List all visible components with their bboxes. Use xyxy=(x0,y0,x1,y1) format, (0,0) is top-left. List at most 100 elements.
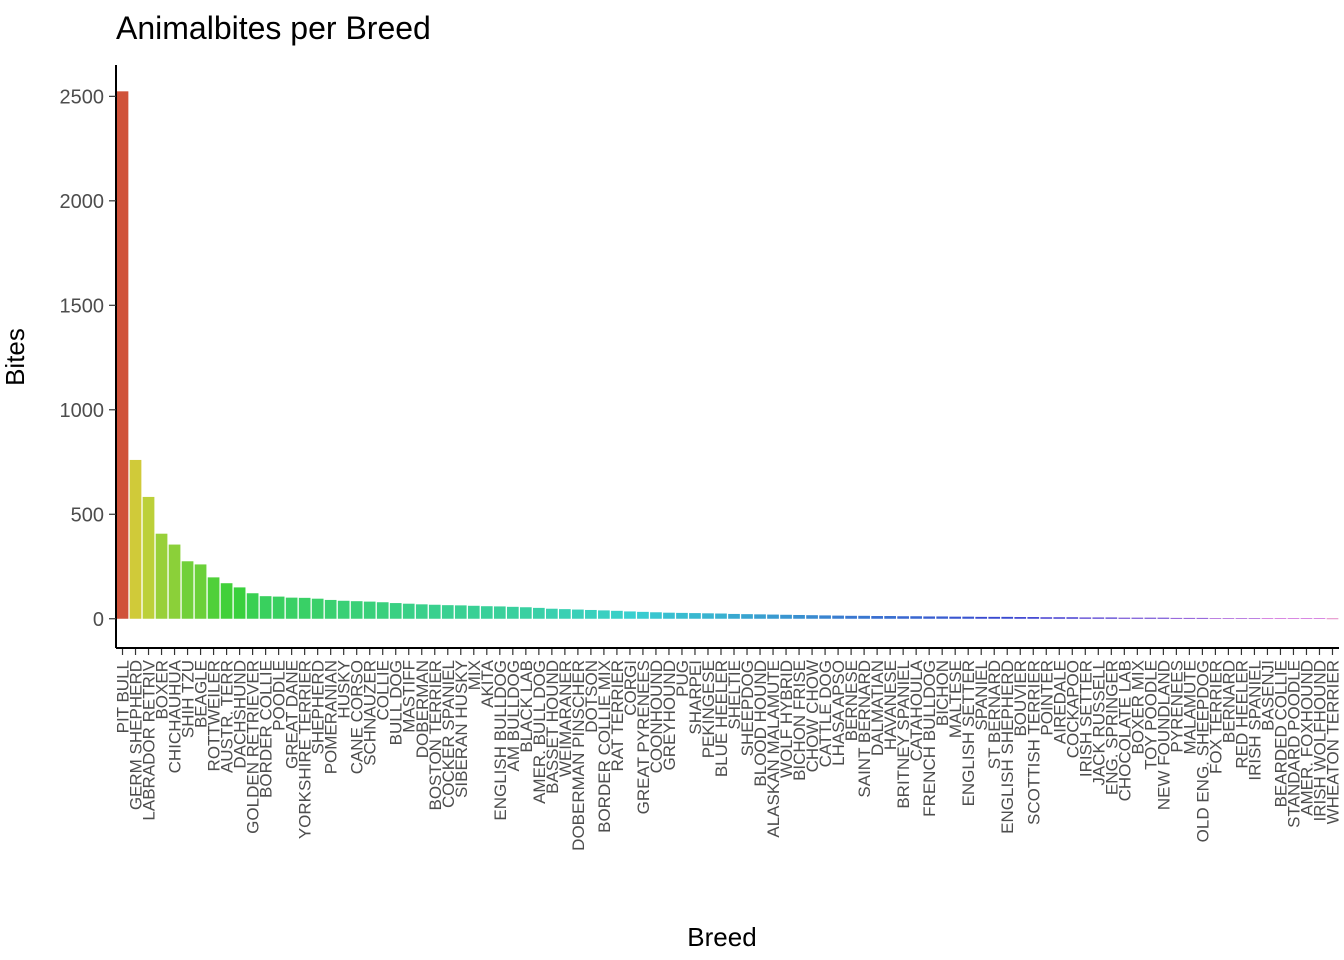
x-tick-label: CHOW CHOW xyxy=(803,660,822,772)
bar xyxy=(1040,617,1053,619)
bar xyxy=(181,561,194,619)
x-tick-label: BOSTON TERRIER xyxy=(426,660,445,811)
x-tick-label: BASSET HOUND xyxy=(543,660,562,794)
x-tick-label: GREAT PYRENEES xyxy=(634,660,653,814)
x-tick-label: COLLIE xyxy=(374,660,393,720)
x-tick-label: WHEATON TERRIER xyxy=(1323,660,1342,824)
bar xyxy=(1144,617,1157,619)
bar xyxy=(767,614,779,619)
bar xyxy=(1183,617,1196,619)
x-tick-label: HAVANESE xyxy=(881,660,900,750)
x-tick-label: SHELTIE xyxy=(725,660,744,730)
bar xyxy=(793,614,805,619)
x-tick-label: GREYHOUND xyxy=(660,660,679,771)
bar xyxy=(324,599,337,619)
bar xyxy=(819,615,831,619)
bar xyxy=(637,611,649,619)
x-tick-label: POINTER xyxy=(1037,660,1056,736)
bar xyxy=(663,612,675,619)
x-tick-label: COCKAPOO xyxy=(1063,660,1082,758)
x-tick-label: AUSTR. TERR xyxy=(218,660,237,773)
x-tick-label: CANE CORSO xyxy=(348,660,367,774)
x-tick-label: PEKINGESE xyxy=(699,660,718,758)
bar xyxy=(884,616,896,619)
x-tick-label: COONHOUND xyxy=(647,660,666,773)
bar xyxy=(1274,618,1287,619)
x-tick-label: SHEPHERD xyxy=(309,660,328,754)
bar xyxy=(1066,617,1079,619)
x-tick-label: GOLDEN RETRIEVER xyxy=(244,660,263,834)
x-tick-label: JACK RUSSELL xyxy=(1089,660,1108,786)
bar xyxy=(676,612,688,619)
bar xyxy=(728,613,740,619)
bar xyxy=(168,544,181,619)
bar xyxy=(532,607,545,619)
bar xyxy=(272,596,285,619)
x-tick-label: IRISH WOLFHOUND xyxy=(1310,660,1329,822)
bar xyxy=(780,614,792,619)
x-tick-label: GERM SHEPHERD xyxy=(127,660,146,810)
bar xyxy=(1014,617,1027,619)
x-tick-label: DACHSHUND xyxy=(231,660,250,769)
bar xyxy=(949,616,962,619)
bar xyxy=(1248,618,1261,619)
x-tick-label: MASTIFF xyxy=(400,660,419,733)
x-tick-label: CORGI xyxy=(621,660,640,716)
bar xyxy=(988,616,1001,619)
x-tick-label: BOXER xyxy=(153,660,172,720)
bar xyxy=(832,615,844,619)
x-tick-label: BASENJI xyxy=(1258,660,1277,731)
bar xyxy=(845,615,857,619)
y-tick-label: 2500 xyxy=(60,86,105,108)
bar xyxy=(194,564,207,619)
bar xyxy=(129,459,142,619)
bar xyxy=(1235,618,1248,619)
bar xyxy=(1300,618,1313,619)
y-axis: 0 500 1000 1500 2000 2500 xyxy=(60,65,117,648)
bar xyxy=(936,616,949,619)
bar xyxy=(715,613,727,619)
x-axis-title: Breed xyxy=(687,922,756,952)
y-tick-label: 1500 xyxy=(60,295,105,317)
x-tick-label: IRISH SETTER xyxy=(1076,660,1095,777)
bar xyxy=(1079,617,1092,619)
x-tick-label: BEAGLE xyxy=(192,660,211,728)
bar xyxy=(806,615,818,619)
bar xyxy=(1170,617,1183,619)
bar xyxy=(975,616,988,619)
x-tick-label: AMER. FOXHOUND xyxy=(1297,660,1316,816)
x-tick-label: TOY POODLE xyxy=(1141,660,1160,770)
chart-title: Animalbites per Breed xyxy=(116,10,431,46)
bar xyxy=(1326,618,1339,620)
x-tick-label: SAINT BERNARD xyxy=(855,660,874,798)
x-tick-label: SHARPEI xyxy=(686,660,705,735)
bar xyxy=(650,612,662,619)
bar xyxy=(923,616,936,619)
bar xyxy=(415,604,428,619)
x-tick-label: SPANIEL xyxy=(972,660,991,731)
bar xyxy=(389,603,402,619)
x-tick-label: ROTTWEILER xyxy=(205,660,224,771)
bar xyxy=(1261,618,1274,619)
x-tick-label: SHEEPDOG xyxy=(738,660,757,756)
bar xyxy=(1222,618,1235,619)
bar xyxy=(298,597,311,619)
bar xyxy=(155,533,168,619)
x-tick-label: BEARDED COLLIE xyxy=(1271,660,1290,807)
x-tick-label: BORDER COLLIE MIX xyxy=(595,660,614,833)
bar xyxy=(259,596,272,619)
x-tick-label: BLUE HEELER xyxy=(712,660,731,777)
bar xyxy=(363,601,376,619)
x-tick-label: SCOTTISH TERRIER xyxy=(1024,660,1043,825)
x-tick-label: FOX TERRIER xyxy=(1206,660,1225,774)
x-tick-label: PUG xyxy=(673,660,692,697)
bar xyxy=(1105,617,1118,619)
bar xyxy=(1118,617,1131,619)
bar xyxy=(858,615,870,619)
x-tick-label: HUSKY xyxy=(335,660,354,719)
x-tick-label: FRENCH BULLDOG xyxy=(920,660,939,817)
x-tick-label: POODLE xyxy=(270,660,289,731)
x-tick-label: BULL DOG xyxy=(387,660,406,745)
x-tick-label: BRITNEY SPANIEL xyxy=(894,660,913,809)
